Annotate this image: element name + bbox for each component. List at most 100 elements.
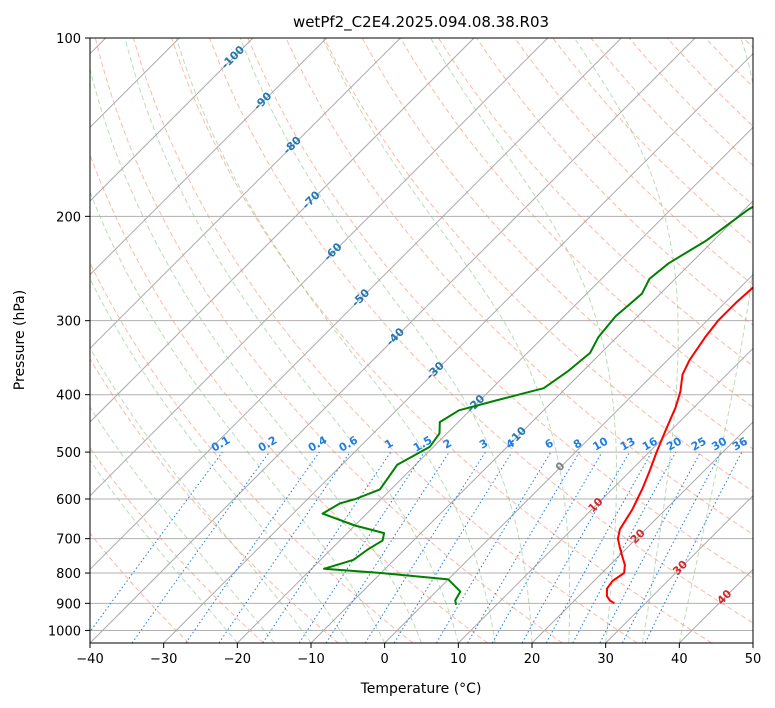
y-tick-label: 600 bbox=[56, 493, 81, 508]
dry-adiabat bbox=[514, 38, 753, 286]
isotherm-line bbox=[605, 494, 753, 643]
x-tick-label: −40 bbox=[76, 652, 103, 667]
isotherm-line bbox=[163, 52, 753, 643]
isotherm-line bbox=[90, 38, 696, 643]
y-tick-label: 1000 bbox=[48, 624, 81, 639]
mixing-ratio-label: 0.4 bbox=[306, 433, 330, 454]
isotherm-line bbox=[90, 38, 549, 497]
chart-title: wetPf2_C2E4.2025.094.08.38.R03 bbox=[293, 13, 549, 32]
moist-adiabat bbox=[574, 38, 679, 643]
moist-adiabat bbox=[322, 38, 571, 643]
isotherm-line bbox=[678, 568, 753, 643]
moist-adiabat bbox=[90, 459, 238, 643]
x-tick-label: 0 bbox=[381, 652, 389, 667]
mixing-ratio-line bbox=[621, 451, 722, 643]
moist-adiabat bbox=[678, 38, 753, 643]
moist-adiabat bbox=[90, 346, 312, 643]
moist-adiabat bbox=[239, 38, 533, 643]
y-tick-label: 900 bbox=[56, 597, 81, 612]
mixing-ratio-line bbox=[218, 451, 351, 643]
mixing-ratio-label: 36 bbox=[730, 434, 750, 453]
dry-adiabat bbox=[704, 38, 753, 88]
dry-adiabat bbox=[94, 38, 563, 643]
moist-adiabat bbox=[90, 277, 349, 643]
mixing-ratio-line bbox=[393, 451, 513, 643]
mixing-ratio-label: 13 bbox=[618, 435, 638, 454]
y-tick-label: 300 bbox=[56, 315, 81, 330]
moist-adiabat bbox=[430, 38, 617, 643]
mixing-ratio-line bbox=[90, 451, 223, 633]
x-tick-label: −10 bbox=[297, 652, 324, 667]
dry-adiabat bbox=[590, 38, 753, 206]
mixing-ratio-labels: 0.1 0.2 0.4 0.6 1 1.5 2 3 4 6 8 10 13 16 20 25 30 36 bbox=[209, 433, 750, 454]
mixing-ratio-line bbox=[298, 451, 425, 643]
x-tick-label: 50 bbox=[745, 652, 762, 667]
dry-adiabat bbox=[209, 38, 753, 624]
dry-adiabat bbox=[90, 261, 414, 643]
x-tick-label: −30 bbox=[150, 652, 177, 667]
dry-adiabat bbox=[90, 447, 264, 643]
dry-adiabat bbox=[323, 38, 753, 492]
dry-adiabat bbox=[437, 38, 753, 367]
dry-adiabat bbox=[666, 38, 753, 127]
x-axis-label: Temperature (°C) bbox=[360, 681, 482, 697]
moist-adiabat bbox=[90, 66, 422, 643]
y-tick-label: 100 bbox=[56, 32, 81, 47]
mixing-ratio-label: 0.2 bbox=[256, 434, 279, 455]
mixing-ratio-label: 25 bbox=[689, 435, 709, 454]
mixing-ratio-line bbox=[545, 451, 653, 643]
x-axis: −40 −30 −20 −10 0 10 20 30 40 50 bbox=[76, 643, 761, 667]
mixing-ratio-label: 0.6 bbox=[337, 433, 361, 454]
moist-adiabat bbox=[124, 38, 459, 643]
dewpoint-profile-line bbox=[321, 205, 753, 606]
dry-adiabat bbox=[171, 38, 712, 643]
mixing-ratio-line bbox=[467, 451, 580, 643]
mixing-ratio-line bbox=[185, 451, 320, 643]
y-tick-label: 700 bbox=[56, 533, 81, 548]
y-tick-label: 400 bbox=[56, 389, 81, 404]
moist-adiabat bbox=[90, 190, 386, 643]
moist-adiabat bbox=[90, 406, 275, 643]
dry-adiabat bbox=[285, 38, 753, 536]
dry-adiabat bbox=[90, 357, 339, 643]
isotherm-line bbox=[384, 273, 753, 643]
isotherm-line bbox=[236, 126, 753, 643]
isotherm-label: 10 bbox=[586, 495, 606, 515]
dry-adiabat bbox=[90, 532, 190, 643]
isotherm-line bbox=[90, 38, 475, 423]
x-tick-label: 20 bbox=[524, 652, 541, 667]
dry-adiabat bbox=[132, 38, 638, 643]
y-tick-label: 500 bbox=[56, 446, 81, 461]
y-axis: 100 200 300 400 500 600 700 800 900 1000 bbox=[48, 32, 90, 639]
isotherm-line bbox=[310, 200, 753, 643]
dry-adiabat bbox=[743, 38, 753, 49]
dry-adiabat bbox=[399, 38, 753, 408]
background-lines bbox=[90, 38, 753, 643]
mixing-ratio-line bbox=[435, 451, 552, 643]
x-tick-label: 40 bbox=[671, 652, 688, 667]
dry-adiabat bbox=[247, 38, 753, 579]
isotherm-line bbox=[90, 38, 401, 350]
mixing-ratio-line bbox=[644, 451, 743, 643]
isotherm-line bbox=[457, 347, 753, 643]
x-tick-label: 30 bbox=[597, 652, 614, 667]
mixing-ratio-label: 0.1 bbox=[209, 434, 232, 455]
isotherm-line bbox=[90, 38, 622, 571]
moist-adiabat bbox=[175, 38, 496, 643]
mixing-ratio-line bbox=[325, 451, 450, 643]
mixing-ratio-label: 30 bbox=[709, 434, 729, 453]
profile-series bbox=[321, 205, 753, 606]
mixing-ratio-line bbox=[262, 451, 392, 643]
temperature-profile-line bbox=[605, 286, 753, 605]
mixing-ratio-line bbox=[521, 451, 630, 643]
mixing-ratio-label: 20 bbox=[664, 434, 684, 453]
mixing-ratio-line bbox=[572, 451, 677, 643]
dry-adiabat bbox=[552, 38, 753, 246]
mixing-ratio-label: 10 bbox=[591, 434, 611, 453]
isotherm-line bbox=[752, 642, 753, 643]
mixing-ratio-line bbox=[131, 451, 270, 643]
y-tick-label: 800 bbox=[56, 567, 81, 582]
y-axis-label: Pressure (hPa) bbox=[12, 290, 28, 390]
isotherm-line bbox=[531, 421, 753, 643]
